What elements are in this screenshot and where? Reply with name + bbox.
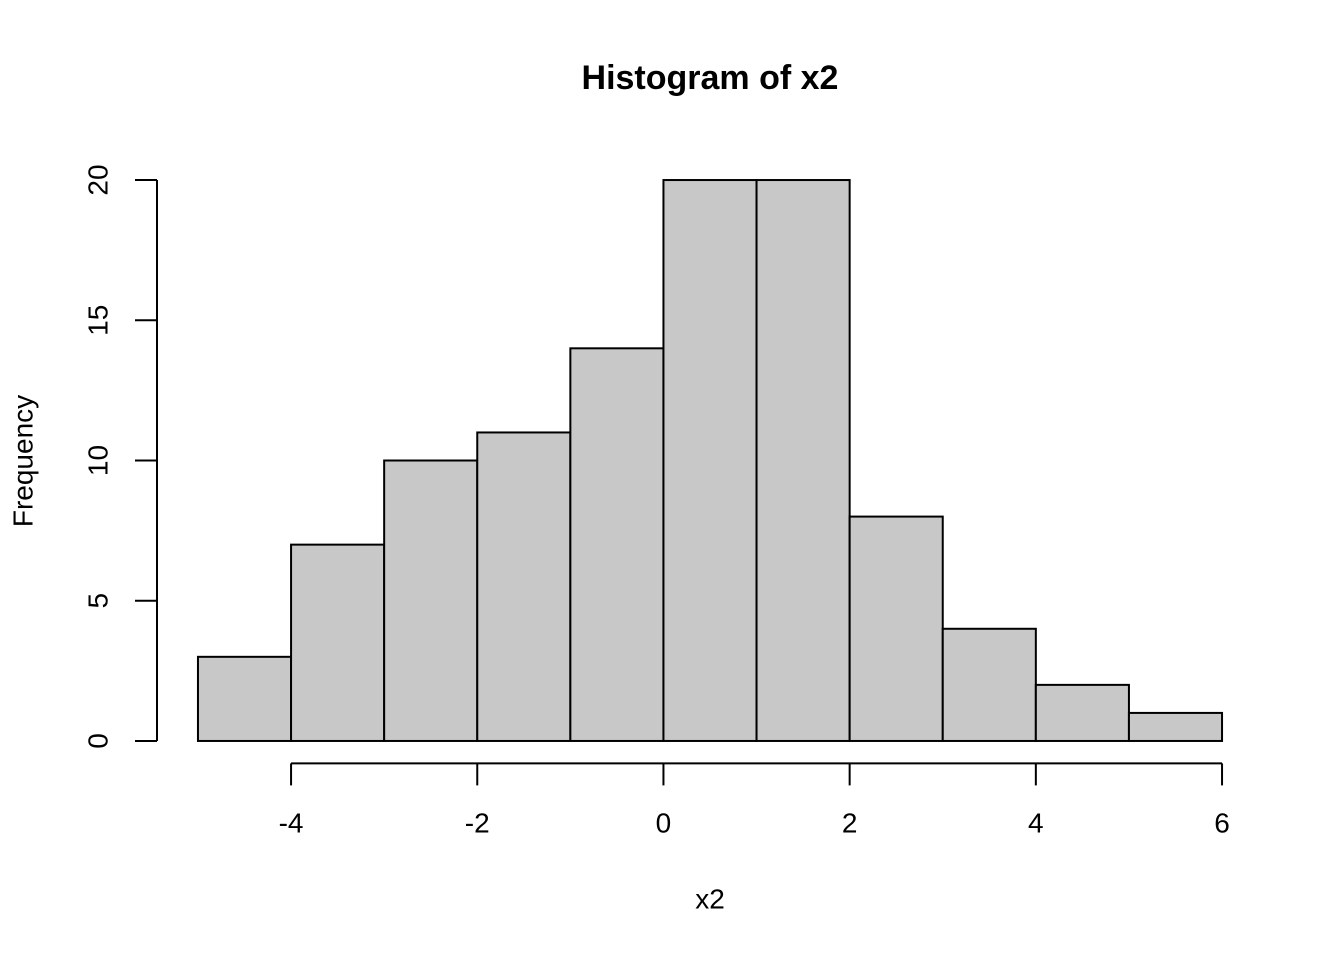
y-axis-label: Frequency (7, 395, 38, 527)
y-tick-label: 10 (82, 445, 113, 476)
bar (383, 459, 479, 742)
chart-title: Histogram of x2 (582, 59, 839, 97)
x-tick-label: 6 (1214, 807, 1230, 838)
x-axis-label: x2 (695, 883, 725, 914)
bar (569, 347, 665, 742)
y-tick-label: 5 (82, 593, 113, 609)
x-tick-label: 2 (842, 807, 858, 838)
x-tick-label: -2 (465, 807, 490, 838)
y-tick-label: 15 (82, 305, 113, 336)
x-tick-label: -4 (279, 807, 304, 838)
bar (476, 431, 572, 742)
y-tick-label: 20 (82, 164, 113, 195)
x-tick-label: 4 (1028, 807, 1044, 838)
bar (755, 179, 851, 742)
x-tick-label: 0 (656, 807, 672, 838)
bar (848, 515, 944, 742)
bar (662, 179, 758, 742)
y-tick-label: 0 (82, 733, 113, 749)
bar (290, 543, 386, 742)
bar (1127, 711, 1224, 742)
bar (196, 655, 293, 742)
bar (941, 627, 1037, 742)
bar (1034, 683, 1130, 742)
